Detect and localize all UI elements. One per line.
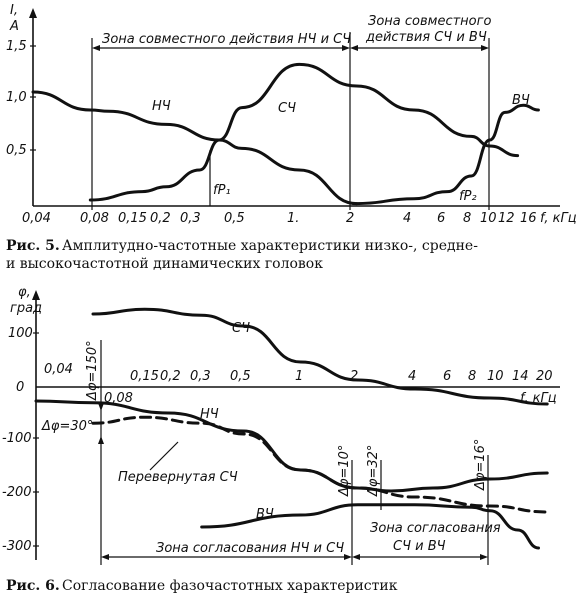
fig5-series-nch-line: [31, 90, 359, 206]
fig6-dphi5-label: Δφ=16°: [473, 439, 488, 491]
fig6-xtick-label: 0,08: [104, 391, 133, 406]
fig6-dphi3-label: Δφ=10°: [337, 445, 352, 497]
fig5-xtick-label: 10: [480, 211, 497, 226]
fig5: I, A 1,5 1,0 0,5 0,04 0,08 0,15 0,2 0,3 …: [6, 3, 577, 226]
fig6-xtick-label: 0,15: [130, 369, 159, 384]
fig5-zone2-arrowhead-left: [350, 45, 358, 51]
fig6-dphi2-label: Δφ=30°: [41, 419, 93, 434]
fig5-ytick-label: 0,5: [6, 143, 27, 158]
fig6-dphi4-label: Δφ=32°: [366, 445, 381, 497]
fig6-ytick-label: -300: [2, 539, 32, 554]
fig5-xtick-label: 8: [463, 211, 471, 226]
fig5-xtick-label: 16: [520, 211, 537, 226]
fig5-xtick-label: 1.: [287, 211, 299, 226]
fig6-xtick-label: 0,2: [160, 369, 181, 384]
fig5-xtick-label: 0,5: [224, 211, 245, 226]
fig6-xtick-label: 10: [487, 369, 504, 384]
fig5-xtick-label: 0,15: [118, 211, 147, 226]
fig6-series-inverted-sch-label: Перевернутая СЧ: [118, 470, 238, 485]
fig5-xtick-label: 6: [437, 211, 445, 226]
fig6-zone2-label-1: Зона согласования: [370, 521, 501, 536]
fig5-xtick-label: 0,2: [150, 211, 171, 226]
fig6: φ, град 100 0 -100 -200 -300 0,04 0,08 0…: [2, 285, 560, 565]
fig5-caption-line2: и высокочастотной динамических головок: [6, 256, 323, 272]
fig6-xtick-label: 2: [350, 369, 358, 384]
fig5-xtick-label: 4: [403, 211, 411, 226]
fig5-y-arrow: [29, 8, 37, 18]
fig5-ylabel-2: A: [9, 19, 19, 34]
fig6-xtick-label: 0,04: [44, 362, 73, 377]
fig6-zone2-arrowhead-right: [480, 554, 488, 560]
fig5-zone2-label-2: действия СЧ и ВЧ: [365, 30, 487, 45]
fig6-xtick-label: 20: [536, 369, 553, 384]
fig5-zone1-arrowhead-left: [92, 45, 100, 51]
fig5-ylabel-1: I,: [10, 3, 18, 18]
fig6-xtick-label: 0,5: [230, 369, 251, 384]
fig6-ylabel-2: град: [10, 301, 42, 316]
fig5-xtick-label: 0,04: [22, 211, 51, 226]
fig5-zone2-label-1: Зона совместного: [368, 14, 491, 29]
fig6-series-sch-label: СЧ: [232, 321, 250, 336]
fig6-zone1-label: Зона согласования НЧ и СЧ: [156, 541, 344, 556]
fig5-series-sch-label: СЧ: [278, 101, 296, 116]
fig6-dphi1-label: Δφ=150°: [85, 340, 100, 401]
fig5-xtick-label: 2: [346, 211, 354, 226]
fig6-ytick-label: 100: [8, 326, 33, 341]
fig5-series-vch-line: [355, 103, 540, 206]
fig6-xtick-label: 4: [408, 369, 416, 384]
fig5-xtick-label: 12: [498, 211, 515, 226]
fig6-series-vch-line: [200, 503, 540, 550]
fig5-xtick-label: 0,08: [80, 211, 109, 226]
fig6-series-vch-label: ВЧ: [256, 507, 274, 522]
fig5-zone1-label: Зона совместного действия НЧ и СЧ: [102, 32, 351, 47]
fig5-series-vch-label: ВЧ: [512, 93, 530, 108]
fig6-xtick-label: 14: [512, 369, 529, 384]
fig5-ytick-label: 1,0: [6, 90, 27, 105]
fig6-ytick-label: 0: [16, 380, 24, 395]
fig6-series-sch-line: [91, 307, 549, 406]
fig6-ylabel-1: φ,: [18, 285, 31, 300]
fig6-inverted-sch-leader-line: [149, 441, 179, 471]
fig5-series-nch-label: НЧ: [152, 99, 171, 114]
fig6-zone1-arrowhead-left: [101, 554, 109, 560]
fig6-zone2-arrowhead-left: [352, 554, 360, 560]
fig6-zone2-label-2: СЧ и ВЧ: [393, 539, 446, 554]
fig5-xlabel: f, кГц: [540, 211, 577, 226]
fig6-ytick-label: -200: [2, 485, 32, 500]
fig5-fp1-label: fР₁: [213, 183, 231, 198]
fig5-fp2-label: fР₂: [459, 189, 477, 204]
fig6-xtick-label: 8: [468, 369, 476, 384]
fig6-y-arrow: [32, 290, 40, 300]
fig6-caption-label: Рис. 6.: [6, 578, 60, 594]
fig6-series-nch-line: [34, 399, 549, 493]
fig6-series-nch-label: НЧ: [200, 407, 219, 422]
fig5-caption-line1: Амплитудно-частотные характеристики низк…: [62, 238, 478, 254]
fig5-xtick-label: 0,3: [180, 211, 201, 226]
fig6-ytick-label: -100: [2, 431, 32, 446]
fig5-zone2-arrowhead-right: [481, 45, 489, 51]
fig6-dphi1-arrowhead: [98, 403, 104, 411]
fig5-caption-label: Рис. 5.: [6, 238, 60, 254]
fig6-xtick-label: 6: [443, 369, 451, 384]
fig5-zone1-arrowhead-right: [342, 45, 350, 51]
fig6-xtick-label: 0,3: [190, 369, 211, 384]
fig6-caption-text: Согласование фазочастотных характеристик: [62, 578, 398, 594]
fig6-series-inverted-sch-line: [91, 415, 549, 514]
fig5-series-sch-line: [88, 62, 520, 202]
fig6-xtick-label: 1: [295, 369, 303, 384]
fig6-zone1-arrowhead-right: [344, 554, 352, 560]
fig5-ytick-label: 1,5: [6, 39, 27, 54]
fig6-dphi2-arrowhead: [98, 436, 104, 444]
